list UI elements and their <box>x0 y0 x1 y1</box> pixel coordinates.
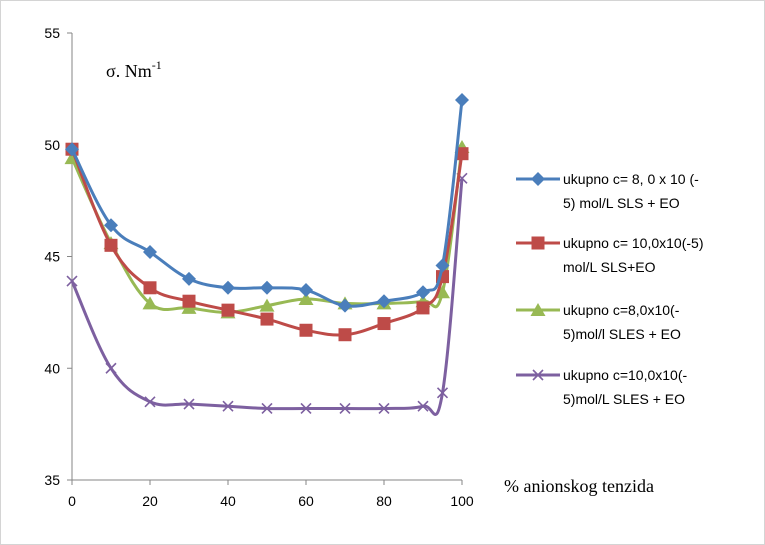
data-point <box>221 303 235 317</box>
x-tick-label: 20 <box>142 493 158 509</box>
data-point <box>339 402 351 415</box>
data-point <box>435 285 450 299</box>
legend-label: 5)mol/L SLES + EO <box>563 391 685 407</box>
data-point <box>260 312 274 326</box>
x-axis-annotation: % anionskog tenzida <box>504 476 654 496</box>
legend-label: ukupno c= 10,0x10(-5) <box>563 235 703 251</box>
series-line <box>70 148 464 337</box>
data-point <box>416 285 430 300</box>
legend-marker <box>532 369 544 381</box>
data-point <box>416 301 430 315</box>
data-point <box>259 298 275 312</box>
y-tick-label: 45 <box>44 249 60 265</box>
data-point <box>143 281 157 295</box>
y-axis-annotation: σ. Nm-1 <box>106 58 162 81</box>
data-point <box>300 402 312 415</box>
data-point <box>183 398 195 410</box>
data-point <box>436 387 449 399</box>
legend-label: ukupno c=10,0x10(- <box>563 367 687 383</box>
legend-entry-3: ukupno c=8,0x10(- 5)mol/l SLES + EO <box>516 302 681 342</box>
legend-entry-1: ukupno c= 8, 0 x 10 (- 5) mol/L SLS + EO <box>516 171 699 211</box>
series-2 <box>65 142 469 342</box>
x-tick-label: 40 <box>220 493 236 509</box>
legend-entry-2: ukupno c= 10,0x10(-5) mol/L SLS+EO <box>516 235 703 275</box>
legend-entry-4: ukupno c=10,0x10(- 5)mol/L SLES + EO <box>516 367 687 407</box>
data-point <box>378 402 390 415</box>
legend-marker <box>531 172 545 186</box>
data-point <box>221 280 235 295</box>
y-ticks: 35 40 45 50 55 <box>44 25 72 488</box>
data-point <box>338 328 352 342</box>
legend-label: 5)mol/l SLES + EO <box>563 326 681 342</box>
axes: 35 40 45 50 55 0 20 40 60 80 100 <box>44 25 473 509</box>
x-tick-label: 100 <box>450 493 474 509</box>
data-point <box>338 298 352 313</box>
series-1 <box>65 93 469 313</box>
y-tick-label: 40 <box>44 360 60 376</box>
y-axis-annotation-base: σ. Nm <box>106 61 152 81</box>
data-point <box>142 296 158 310</box>
legend-label: mol/L SLS+EO <box>563 259 656 275</box>
series-line <box>70 178 464 416</box>
data-point <box>377 317 391 331</box>
data-point <box>299 323 313 337</box>
series-4 <box>66 172 468 416</box>
data-point <box>182 294 196 308</box>
y-tick-label: 55 <box>44 25 60 41</box>
y-tick-label: 35 <box>44 472 60 488</box>
legend-marker <box>531 236 545 250</box>
x-tick-label: 0 <box>68 493 76 509</box>
series-line <box>70 99 464 308</box>
data-point <box>65 142 79 157</box>
data-point <box>455 147 469 161</box>
data-point <box>261 402 273 415</box>
legend-marker <box>530 303 546 316</box>
y-tick-label: 50 <box>44 137 60 153</box>
series-line <box>70 146 464 314</box>
x-tick-label: 80 <box>376 493 392 509</box>
legend: ukupno c= 8, 0 x 10 (-5) mol/L SLS + EOu… <box>516 171 703 407</box>
data-point <box>105 362 117 374</box>
data-point <box>182 271 196 286</box>
x-tick-label: 60 <box>298 493 314 509</box>
data-point <box>144 396 156 408</box>
x-ticks: 0 20 40 60 80 100 <box>68 480 474 509</box>
y-axis-annotation-sup: -1 <box>152 58 162 72</box>
data-point <box>222 400 234 412</box>
data-point <box>298 291 314 305</box>
data-point <box>104 218 118 233</box>
data-point <box>104 238 118 252</box>
series-layer <box>64 93 470 416</box>
data-point <box>377 294 391 309</box>
legend-label: ukupno c=8,0x10(- <box>563 302 680 318</box>
legend-label: 5) mol/L SLS + EO <box>563 195 680 211</box>
data-point <box>66 275 78 287</box>
data-point <box>455 93 469 108</box>
data-point <box>260 280 274 295</box>
legend-label: ukupno c= 8, 0 x 10 (- <box>563 171 699 187</box>
data-point <box>143 245 157 260</box>
data-point <box>435 258 450 273</box>
data-point <box>299 283 313 298</box>
data-point <box>417 400 429 412</box>
